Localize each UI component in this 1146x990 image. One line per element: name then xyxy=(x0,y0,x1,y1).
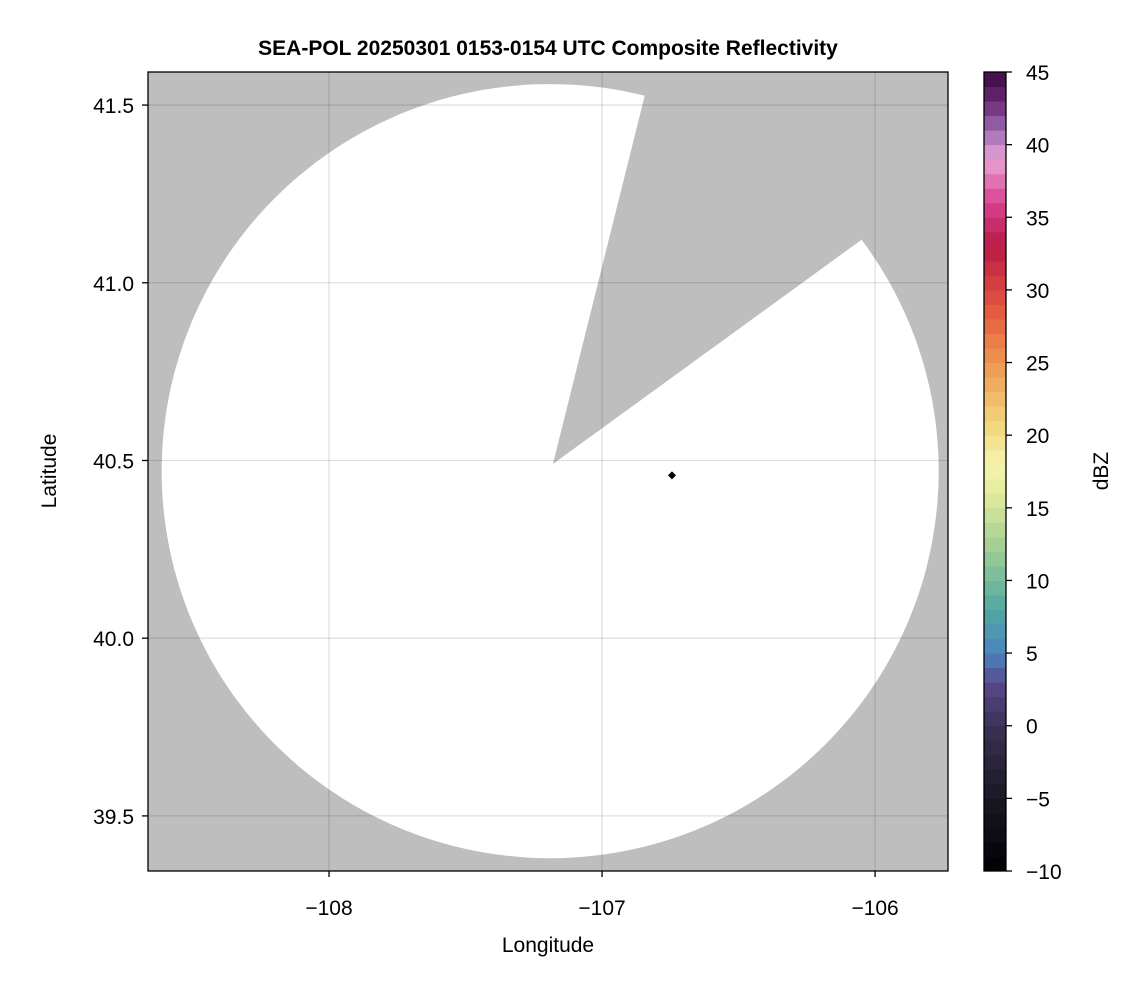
colorbar-bin xyxy=(984,493,1006,509)
colorbar-bin xyxy=(984,653,1006,669)
colorbar-bin xyxy=(984,318,1006,334)
colorbar-bin xyxy=(984,391,1006,407)
y-tick-label: 39.5 xyxy=(93,806,134,829)
colorbar-bin xyxy=(984,406,1006,422)
x-tick-label: −107 xyxy=(578,897,625,920)
colorbar-bin xyxy=(984,289,1006,305)
plot-area xyxy=(147,71,949,872)
y-tick-label: 41.0 xyxy=(93,273,134,296)
colorbar-tick-label: −10 xyxy=(1026,861,1062,884)
colorbar-bin xyxy=(984,420,1006,436)
colorbar-bin xyxy=(984,478,1006,494)
colorbar-bin xyxy=(984,231,1006,247)
colorbar-bin xyxy=(984,348,1006,364)
colorbar-bin xyxy=(984,464,1006,480)
colorbar-bin xyxy=(984,841,1006,857)
colorbar-tick-label: 30 xyxy=(1026,280,1049,303)
colorbar-bin xyxy=(984,202,1006,218)
colorbar-tick-label: −5 xyxy=(1026,788,1050,811)
x-tick-label: −106 xyxy=(851,897,898,920)
y-axis-label: Latitude xyxy=(38,434,61,509)
colorbar-bin xyxy=(984,740,1006,756)
colorbar-bin xyxy=(984,856,1006,872)
colorbar-bin xyxy=(984,682,1006,698)
colorbar-bin xyxy=(984,609,1006,625)
colorbar-tick-label: 15 xyxy=(1026,498,1049,521)
colorbar-tick-label: 35 xyxy=(1026,207,1049,230)
y-tick-label: 41.5 xyxy=(93,95,134,118)
colorbar-bin xyxy=(984,754,1006,770)
colorbar-tick-label: 40 xyxy=(1026,135,1049,158)
colorbar-bin xyxy=(984,435,1006,451)
colorbar-bin xyxy=(984,130,1006,146)
colorbar-tick-label: 5 xyxy=(1026,643,1038,666)
radar-coverage-area xyxy=(161,84,939,859)
colorbar-bin xyxy=(984,667,1006,683)
colorbar-bin xyxy=(984,536,1006,552)
colorbar-tick-label: 20 xyxy=(1026,425,1049,448)
site-marker xyxy=(667,471,676,480)
x-axis-label: Longitude xyxy=(502,934,594,957)
colorbar-bin xyxy=(984,333,1006,349)
colorbar-bin xyxy=(984,144,1006,160)
plot-frame xyxy=(147,71,949,872)
colorbar-bin xyxy=(984,798,1006,814)
colorbar-bin xyxy=(984,769,1006,785)
colorbar-bin xyxy=(984,812,1006,828)
colorbar-bin xyxy=(984,377,1006,393)
colorbar-bin xyxy=(984,304,1006,320)
colorbar-bin xyxy=(984,827,1006,843)
colorbar-label: dBZ xyxy=(1090,452,1113,491)
colorbar-tick-label: 45 xyxy=(1026,62,1049,85)
colorbar-bin xyxy=(984,188,1006,204)
colorbar-bin xyxy=(984,449,1006,465)
colorbar-bin xyxy=(984,565,1006,581)
colorbar-tick-label: 25 xyxy=(1026,353,1049,376)
colorbar-bin xyxy=(984,72,1006,88)
colorbar-bin xyxy=(984,101,1006,117)
colorbar-bin xyxy=(984,725,1006,741)
colorbar-bin xyxy=(984,217,1006,233)
y-tick-label: 40.0 xyxy=(93,628,134,651)
colorbar-bin xyxy=(984,362,1006,378)
colorbar-bin xyxy=(984,115,1006,131)
colorbar-bin xyxy=(984,173,1006,189)
x-axis: −108 −107 −106 xyxy=(305,871,899,920)
colorbar-bin xyxy=(984,86,1006,102)
x-tick-label: −108 xyxy=(305,897,352,920)
colorbar: −10 −5 0 5 10 15 20 25 30 35 40 45 xyxy=(983,62,1062,884)
colorbar-bin xyxy=(984,275,1006,291)
colorbar-bin xyxy=(984,580,1006,596)
colorbar-bin xyxy=(984,246,1006,262)
chart-title: SEA-POL 20250301 0153-0154 UTC Composite… xyxy=(258,37,838,60)
colorbar-bin xyxy=(984,711,1006,727)
colorbar-bin xyxy=(984,507,1006,523)
colorbar-frame xyxy=(983,71,1007,872)
colorbar-bin xyxy=(984,551,1006,567)
y-axis: 39.5 40.0 40.5 41.0 41.5 xyxy=(93,95,148,829)
colorbar-bin xyxy=(984,696,1006,712)
colorbar-bin xyxy=(984,159,1006,175)
colorbar-tick-label: 10 xyxy=(1026,570,1049,593)
colorbar-tick-label: 0 xyxy=(1026,716,1038,739)
y-tick-label: 40.5 xyxy=(93,450,134,473)
colorbar-bin xyxy=(984,260,1006,276)
colorbar-bin xyxy=(984,624,1006,640)
colorbar-bin xyxy=(984,522,1006,538)
colorbar-bin xyxy=(984,783,1006,799)
colorbar-bin xyxy=(984,638,1006,654)
colorbar-bin xyxy=(984,594,1006,611)
